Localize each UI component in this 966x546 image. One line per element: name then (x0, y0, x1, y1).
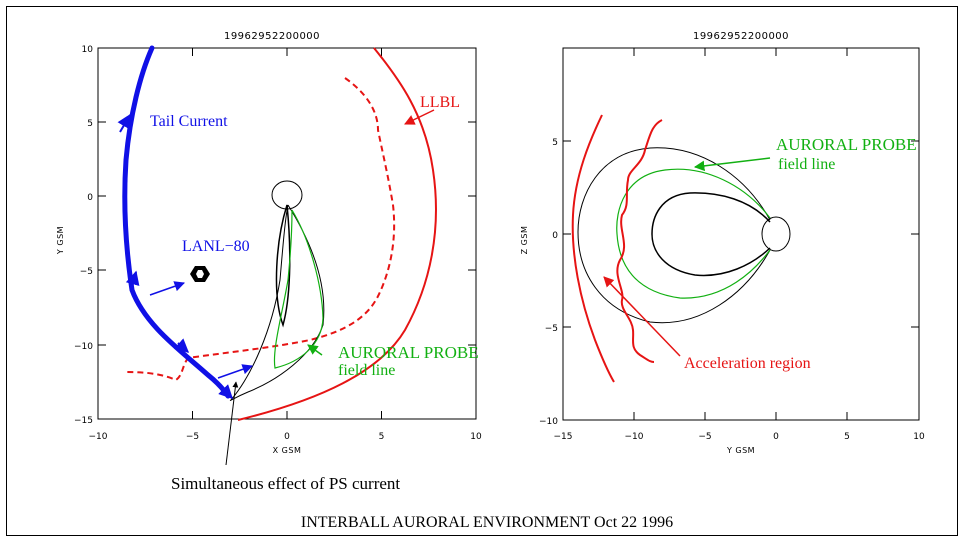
lanl-80-label: LANL−80 (182, 238, 250, 255)
tail-current-arrowhead (125, 270, 140, 291)
right-y-axis-label: Z GSM (520, 226, 529, 255)
right-x-axis-label: Y GSM (726, 446, 755, 455)
field-line-label-left: field line (338, 362, 395, 379)
ps-current-label: Simultaneous effect of PS current (171, 474, 400, 493)
left-y-tick-label: 0 (87, 193, 93, 203)
left-panel-title: 19962952200000 (224, 31, 320, 42)
outer-field-line-loop (229, 204, 325, 401)
ps-current-arrow (225, 381, 239, 466)
left-panel: 19962952200000 −10 −5 0 5 10 X GSM 10 5 … (56, 31, 482, 493)
right-x-tick-label: −10 (625, 432, 644, 442)
auroral-probe-arrow-left (307, 344, 323, 356)
right-x-tick-label: 10 (913, 432, 925, 442)
probe-position-arrow (217, 364, 253, 379)
auroral-probe-field-line-right (616, 168, 771, 299)
lanl-80-marker-inner (196, 270, 204, 278)
right-x-tick-label: 0 (773, 432, 779, 442)
llbl-arrow (404, 109, 435, 125)
right-y-ticks (563, 140, 919, 421)
right-y-tick-label: −5 (545, 324, 558, 334)
left-x-tick-label: −10 (89, 432, 108, 442)
left-y-axis-label: Y GSM (56, 226, 65, 255)
auroral-probe-field-line (273, 209, 324, 369)
auroral-probe-label-left: AURORAL PROBE (338, 343, 479, 362)
auroral-probe-label-right: AURORAL PROBE (776, 135, 917, 154)
field-line-label-right: field line (778, 156, 835, 173)
right-y-tick-label: −10 (539, 417, 558, 427)
right-y-tick-label: 5 (552, 138, 558, 148)
earth-circle-right (761, 216, 791, 252)
inner-field-line-loop-right (651, 192, 771, 277)
right-y-tick-label: 0 (552, 231, 558, 241)
left-y-tick-label: −10 (74, 342, 93, 352)
lanl-80-arrow (149, 281, 185, 296)
left-x-tick-label: 0 (284, 432, 290, 442)
tail-current-arrowhead (218, 384, 233, 399)
right-x-tick-label: −5 (698, 432, 711, 442)
tail-current-arrowhead (173, 338, 190, 353)
left-x-tick-label: 10 (470, 432, 482, 442)
left-x-axis-label: X GSM (273, 446, 302, 455)
left-y-tick-label: 5 (87, 119, 93, 129)
figure-caption: INTERBALL AURORAL ENVIRONMENT Oct 22 199… (301, 514, 673, 531)
left-x-tick-label: 5 (379, 432, 385, 442)
acceleration-region-curve (616, 119, 663, 363)
right-x-ticks (562, 48, 920, 420)
right-x-tick-label: 5 (844, 432, 850, 442)
tail-current-label: Tail Current (150, 113, 228, 130)
left-x-ticks (97, 48, 477, 419)
magnetopause-dashed-curve (125, 77, 396, 382)
right-x-tick-label: −15 (554, 432, 573, 442)
left-y-ticks (98, 47, 476, 420)
acceleration-region-arrow (603, 276, 681, 357)
left-y-tick-label: 10 (82, 45, 94, 55)
outer-field-line-loop-right (577, 147, 771, 324)
tail-current-line (122, 45, 231, 399)
auroral-probe-arrow-right (693, 157, 771, 172)
llbl-boundary-curve (237, 47, 437, 421)
left-x-tick-label: −5 (186, 432, 199, 442)
acceleration-region-label: Acceleration region (684, 355, 811, 372)
left-y-tick-label: −15 (74, 416, 93, 426)
right-panel-title: 19962952200000 (693, 31, 789, 42)
left-y-tick-label: −5 (80, 267, 93, 277)
llbl-label: LLBL (420, 94, 460, 111)
inner-field-line-loop (275, 204, 291, 328)
tail-current-arrowhead (117, 113, 131, 133)
right-panel: 19962952200000 −15 −10 −5 0 5 10 Y GSM 5… (520, 31, 925, 455)
earth-circle (271, 180, 303, 210)
figure-frame (6, 6, 958, 536)
red-boundary-outer-right (571, 114, 615, 383)
